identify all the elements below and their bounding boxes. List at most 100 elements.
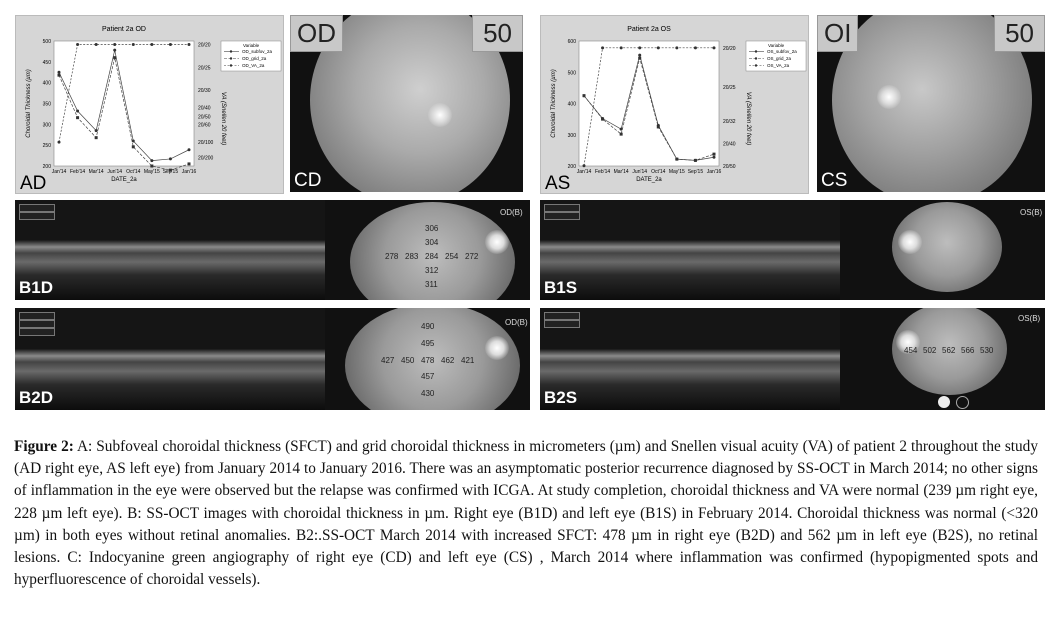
data-point [150, 42, 154, 46]
data-point [638, 53, 642, 57]
data-point [150, 164, 154, 168]
panel-label-cd: CD [294, 170, 322, 191]
y2-tick-label: 20/50 [198, 115, 211, 121]
plot-area [578, 40, 720, 167]
data-point [76, 42, 80, 46]
data-point [712, 155, 716, 159]
thickness-value: 430 [421, 389, 435, 398]
series-line-OS_VA_2a [583, 47, 714, 166]
data-point [656, 125, 660, 129]
thickness-value: 562 [942, 346, 956, 355]
thickness-value: 306 [425, 224, 439, 233]
eye-tag: OS(B) [1020, 208, 1043, 217]
data-point [168, 42, 172, 46]
data-point [94, 42, 98, 46]
legend-marker [754, 50, 758, 53]
x-tick-label: Jun'14 [632, 169, 647, 175]
thickness-value: 502 [923, 346, 937, 355]
eye-tag: OD(B) [505, 318, 528, 327]
thickness-value: 427 [381, 356, 395, 365]
data-point [582, 164, 586, 168]
y2-axis-label: VA (Snellen 20 feet) [745, 92, 751, 145]
data-point [131, 139, 135, 143]
panel-label-as: AS [545, 173, 571, 194]
thickness-value: 490 [421, 322, 435, 331]
data-point [150, 159, 154, 163]
series-line-OD_subfov_2a [58, 50, 190, 161]
data-point [619, 132, 623, 136]
data-point [675, 157, 679, 161]
y-tick-label: 400 [568, 102, 577, 108]
y2-tick-label: 20/20 [723, 46, 736, 52]
thickness-value: 495 [421, 339, 435, 348]
chart-title: Patient 2a OS [627, 26, 671, 33]
thickness-value: 454 [904, 346, 918, 355]
x-tick-label: Feb'14 [595, 169, 610, 175]
legend-entry: OD_grid_2a [242, 56, 267, 61]
data-point [187, 42, 191, 46]
panel-label-ad: AD [20, 173, 47, 194]
data-point [76, 109, 80, 113]
caption-label: Figure 2: [14, 438, 74, 455]
x-tick-label: Sep'15 [163, 169, 179, 175]
data-point [113, 48, 117, 52]
series-line-OD_VA_2a [58, 44, 189, 143]
thickness-value: 462 [441, 356, 455, 365]
panel-label-b1s: B1S [544, 278, 578, 297]
y2-tick-label: 20/200 [198, 155, 214, 161]
y-tick-label: 200 [568, 164, 577, 170]
x-tick-label: Jan'16 [707, 169, 722, 175]
data-point [712, 152, 716, 156]
data-point [187, 148, 191, 152]
legend-entry: OS_grid_2a [767, 56, 792, 61]
eye-tag: OS(B) [1018, 314, 1041, 323]
y-tick-label: 600 [568, 39, 577, 45]
data-point [131, 42, 135, 46]
panel-label-b1d: B1D [19, 278, 54, 297]
y-tick-label: 300 [568, 133, 577, 139]
thickness-value: 254 [445, 252, 459, 261]
value-tag: 50 [472, 15, 523, 52]
y2-tick-label: 20/30 [198, 88, 211, 94]
data-point [57, 140, 61, 144]
panel-label-cs: CS [821, 170, 848, 191]
x-tick-label: Mar'14 [89, 169, 104, 175]
data-point [76, 116, 80, 120]
thickness-value: 312 [425, 266, 439, 275]
x-tick-label: Oct'14 [651, 169, 666, 175]
data-point [57, 73, 61, 77]
thickness-value: 478 [421, 356, 435, 365]
y2-tick-label: 20/25 [723, 85, 736, 91]
data-point [619, 127, 623, 131]
legend-entry: OD_VA_2a [242, 63, 265, 68]
x-tick-label: May'15 [669, 169, 685, 175]
data-point [94, 136, 98, 140]
thickness-value: 457 [421, 372, 435, 381]
data-point [113, 56, 117, 60]
x-tick-label: Jan'14 [52, 169, 67, 175]
data-point [168, 157, 172, 161]
data-point [693, 46, 697, 50]
icga-left-eye-image: OI 50 CS [817, 15, 1045, 192]
legend-marker [754, 57, 758, 60]
icga-right-eye-image: OD 50 CD [290, 15, 523, 192]
legend-title: Variable [243, 43, 260, 48]
y-tick-label: 300 [43, 122, 52, 128]
data-point [656, 46, 660, 50]
legend-entry: OS_VA_2a [767, 63, 790, 68]
x-axis-label: DATE_2a [636, 177, 662, 183]
legend-marker [229, 50, 233, 53]
legend-title: Variable [768, 43, 785, 48]
data-point [94, 129, 98, 133]
data-point [57, 70, 61, 74]
x-axis-label: DATE_2a [111, 177, 137, 183]
y-tick-label: 350 [43, 102, 52, 108]
legend-marker [229, 57, 233, 60]
eye-tag: OD(B) [500, 208, 523, 217]
y2-tick-label: 20/40 [198, 105, 211, 111]
thickness-value: 304 [425, 238, 439, 247]
thickness-value: 284 [425, 252, 439, 261]
x-tick-label: Mar'14 [614, 169, 629, 175]
y-tick-label: 400 [43, 81, 52, 87]
y2-tick-label: 20/40 [723, 141, 736, 147]
